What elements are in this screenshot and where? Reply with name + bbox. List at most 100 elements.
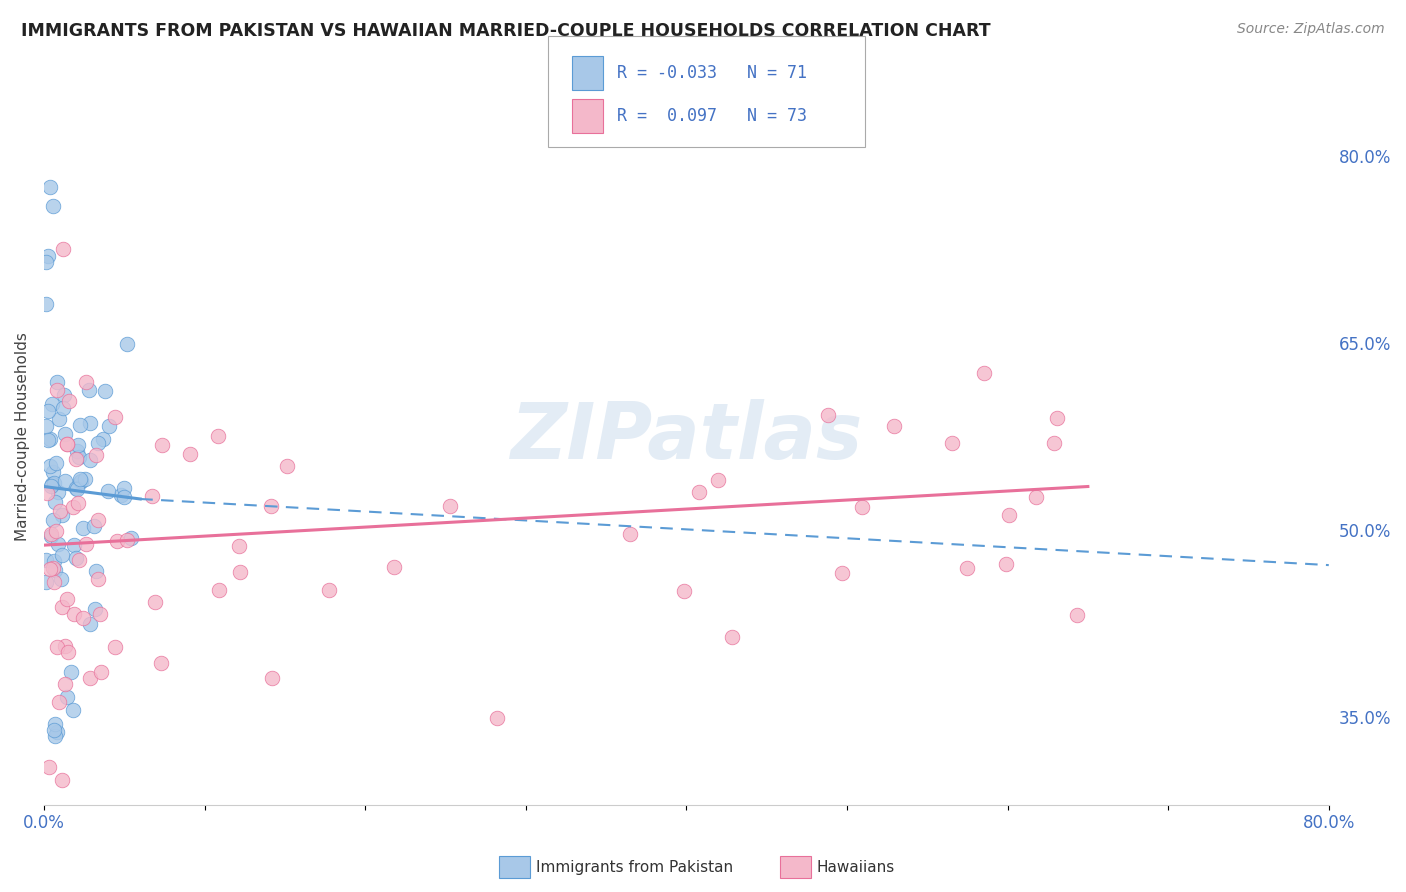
Point xyxy=(149,656,172,670)
Point xyxy=(58,394,80,409)
Point xyxy=(75,375,97,389)
Point xyxy=(1025,490,1047,504)
Point xyxy=(87,572,110,586)
Point xyxy=(485,710,508,724)
Point xyxy=(84,448,107,462)
Point xyxy=(94,384,117,399)
Point xyxy=(67,450,90,465)
Point xyxy=(38,432,60,446)
Point xyxy=(35,255,58,269)
Point xyxy=(38,760,60,774)
Point xyxy=(37,434,59,448)
Point xyxy=(83,519,105,533)
Point xyxy=(42,465,65,479)
Point xyxy=(45,524,67,538)
Point xyxy=(63,607,86,622)
Point xyxy=(35,486,58,500)
Point xyxy=(55,437,77,451)
Text: Hawaiians: Hawaiians xyxy=(817,860,896,874)
Point xyxy=(105,534,128,549)
Point xyxy=(53,676,76,690)
Point xyxy=(707,473,730,487)
Point xyxy=(75,537,97,551)
Point xyxy=(883,418,905,433)
Point xyxy=(97,484,120,499)
Point xyxy=(104,410,127,425)
Text: R = -0.033   N = 71: R = -0.033 N = 71 xyxy=(617,64,807,82)
Point xyxy=(121,532,143,546)
Point xyxy=(619,526,641,541)
Point xyxy=(439,500,461,514)
Point xyxy=(44,494,66,508)
Point xyxy=(79,671,101,685)
Point xyxy=(87,513,110,527)
Text: ZIPatlas: ZIPatlas xyxy=(510,399,862,475)
Point xyxy=(79,416,101,430)
Point xyxy=(956,561,979,575)
Point xyxy=(38,180,60,194)
Point xyxy=(276,458,298,473)
Point xyxy=(42,199,65,213)
Point xyxy=(39,527,62,541)
Point xyxy=(38,459,60,474)
Point xyxy=(65,551,87,566)
Point xyxy=(55,592,77,607)
Point xyxy=(48,412,70,426)
Point xyxy=(115,533,138,547)
Point xyxy=(41,512,63,526)
Point xyxy=(69,475,91,489)
Point xyxy=(65,452,87,467)
Point xyxy=(98,418,121,433)
Point xyxy=(995,557,1018,571)
Point xyxy=(52,243,75,257)
Point xyxy=(69,417,91,432)
Point xyxy=(110,487,132,501)
Point xyxy=(39,562,62,576)
Point xyxy=(53,427,76,442)
Point xyxy=(53,639,76,653)
Point xyxy=(51,772,73,787)
Point xyxy=(941,436,963,450)
Point xyxy=(79,452,101,467)
Point xyxy=(53,474,76,488)
Point xyxy=(152,438,174,452)
Point xyxy=(45,456,67,470)
Point xyxy=(56,436,79,450)
Point xyxy=(75,472,97,486)
Point xyxy=(51,508,73,523)
Point xyxy=(37,249,59,263)
Point xyxy=(44,729,66,743)
Point xyxy=(112,481,135,495)
Point xyxy=(44,554,66,568)
Point xyxy=(115,337,138,351)
Point xyxy=(79,616,101,631)
Point xyxy=(42,475,65,490)
Point xyxy=(51,599,73,614)
Point xyxy=(1066,607,1088,622)
Point xyxy=(45,725,67,739)
Point xyxy=(83,602,105,616)
Point xyxy=(42,560,65,574)
Point xyxy=(104,640,127,655)
Point xyxy=(44,716,66,731)
Y-axis label: Married-couple Households: Married-couple Households xyxy=(15,332,30,541)
Point xyxy=(72,521,94,535)
Point xyxy=(84,564,107,578)
Point xyxy=(260,499,283,513)
Point xyxy=(46,537,69,551)
Point xyxy=(45,376,67,390)
Point xyxy=(87,436,110,450)
Point xyxy=(44,563,66,577)
Text: Immigrants from Pakistan: Immigrants from Pakistan xyxy=(536,860,733,874)
Point xyxy=(70,474,93,488)
Point xyxy=(207,429,229,443)
Point xyxy=(721,630,744,644)
Point xyxy=(179,447,201,461)
Point xyxy=(66,444,89,458)
Point xyxy=(48,696,70,710)
Point xyxy=(229,565,252,579)
Point xyxy=(998,508,1021,522)
Point xyxy=(67,496,90,510)
Point xyxy=(62,500,84,514)
Point xyxy=(228,540,250,554)
